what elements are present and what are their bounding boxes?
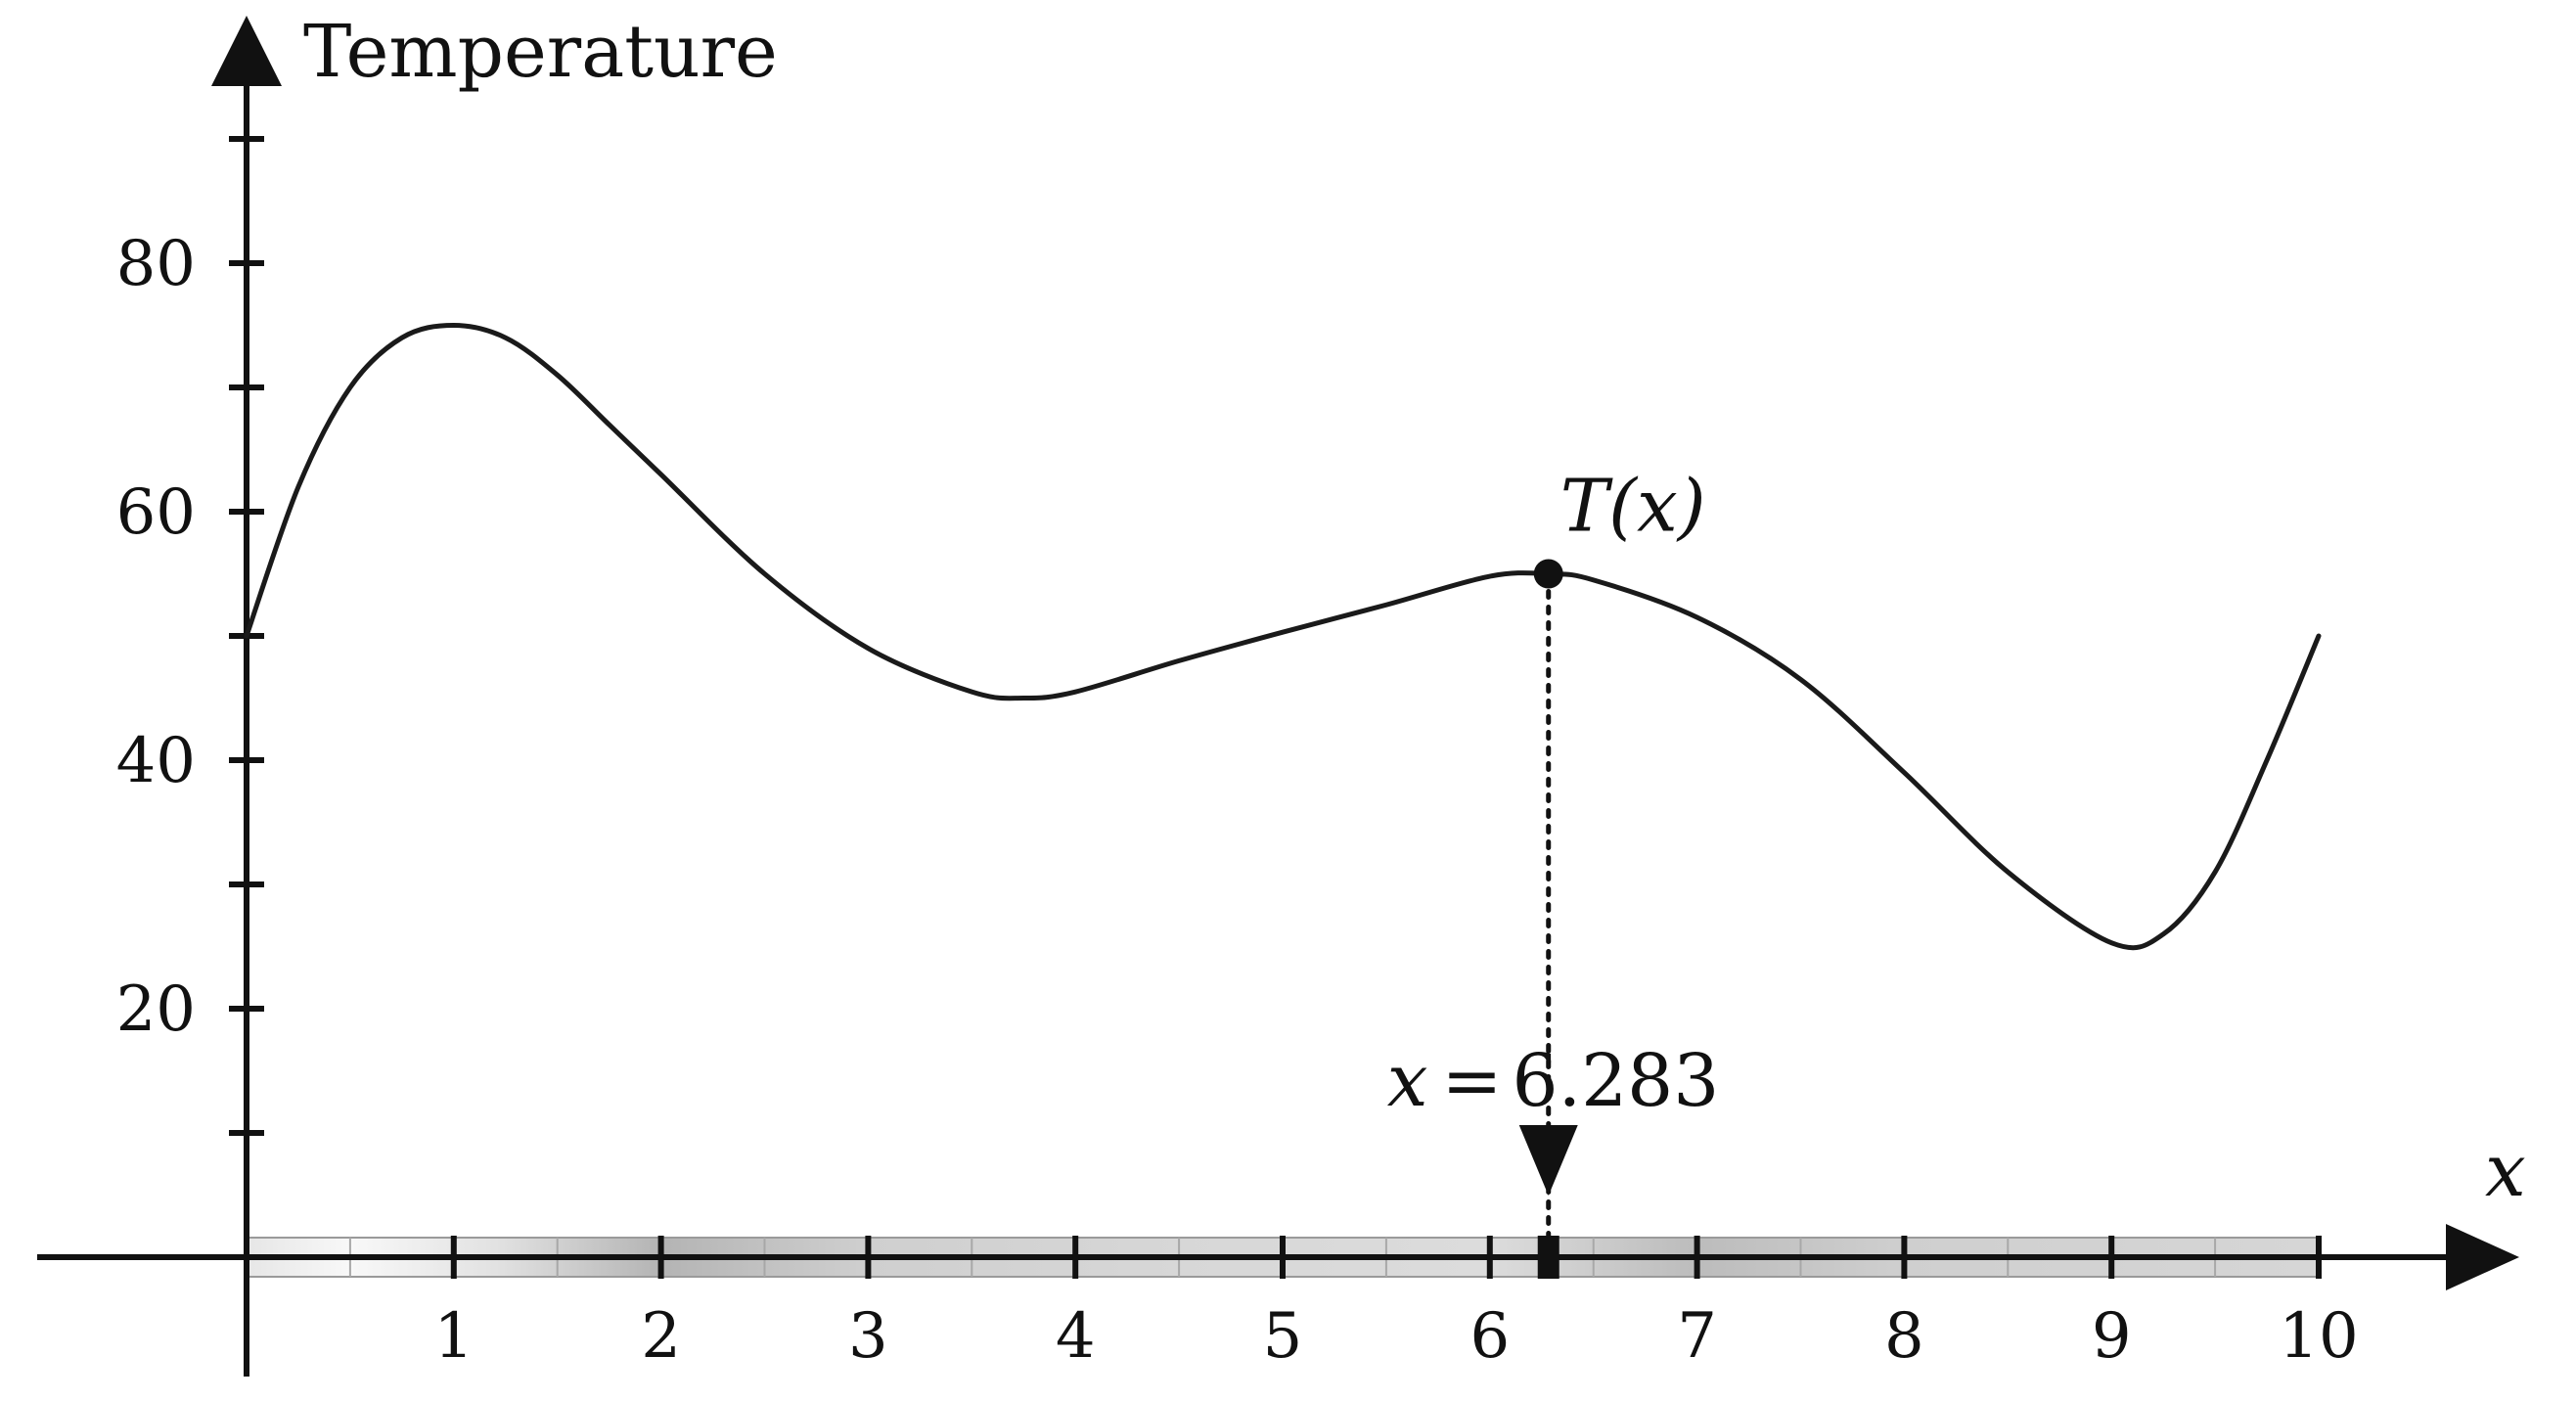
x-value-readout: x = 6.283 xyxy=(1387,1039,1720,1123)
y-tick-label: 20 xyxy=(116,973,196,1046)
y-axis-arrow xyxy=(211,16,282,86)
y-axis-title: Temperature xyxy=(303,10,778,94)
y-tick-label: 60 xyxy=(116,476,196,549)
x-tick-label: 5 xyxy=(1263,1300,1303,1373)
readout-value: 6.283 xyxy=(1512,1039,1719,1123)
y-ticks: 20 40 60 80 xyxy=(116,136,264,1136)
marker-point[interactable] xyxy=(1533,559,1563,589)
x-tick-label: 3 xyxy=(848,1300,888,1373)
readout-variable: x xyxy=(1387,1039,1428,1123)
y-tick-label: 40 xyxy=(116,725,196,797)
y-tick-label: 80 xyxy=(116,228,196,300)
x-axis-arrow xyxy=(2446,1224,2519,1290)
x-tick-label: 2 xyxy=(641,1300,681,1373)
x-ticks: 1 2 3 4 5 6 7 8 9 10 xyxy=(433,1236,2359,1373)
x-tick-label: 8 xyxy=(1884,1300,1924,1373)
x-tick-label: 6 xyxy=(1469,1300,1510,1373)
readout-down-arrow-icon xyxy=(1518,1125,1578,1196)
x-tick-label: 4 xyxy=(1056,1300,1096,1373)
slider-handle[interactable] xyxy=(1537,1236,1559,1279)
marker-label: T(x) xyxy=(1560,465,1706,549)
readout-equals: = xyxy=(1441,1039,1502,1123)
x-tick-label: 1 xyxy=(433,1300,474,1373)
x-tick-label: 9 xyxy=(2092,1300,2132,1373)
x-tick-label: 10 xyxy=(2279,1300,2358,1373)
x-axis-title: x xyxy=(2485,1129,2526,1213)
x-tick-label: 7 xyxy=(1677,1300,1717,1373)
series-line-temperature xyxy=(244,323,2322,951)
